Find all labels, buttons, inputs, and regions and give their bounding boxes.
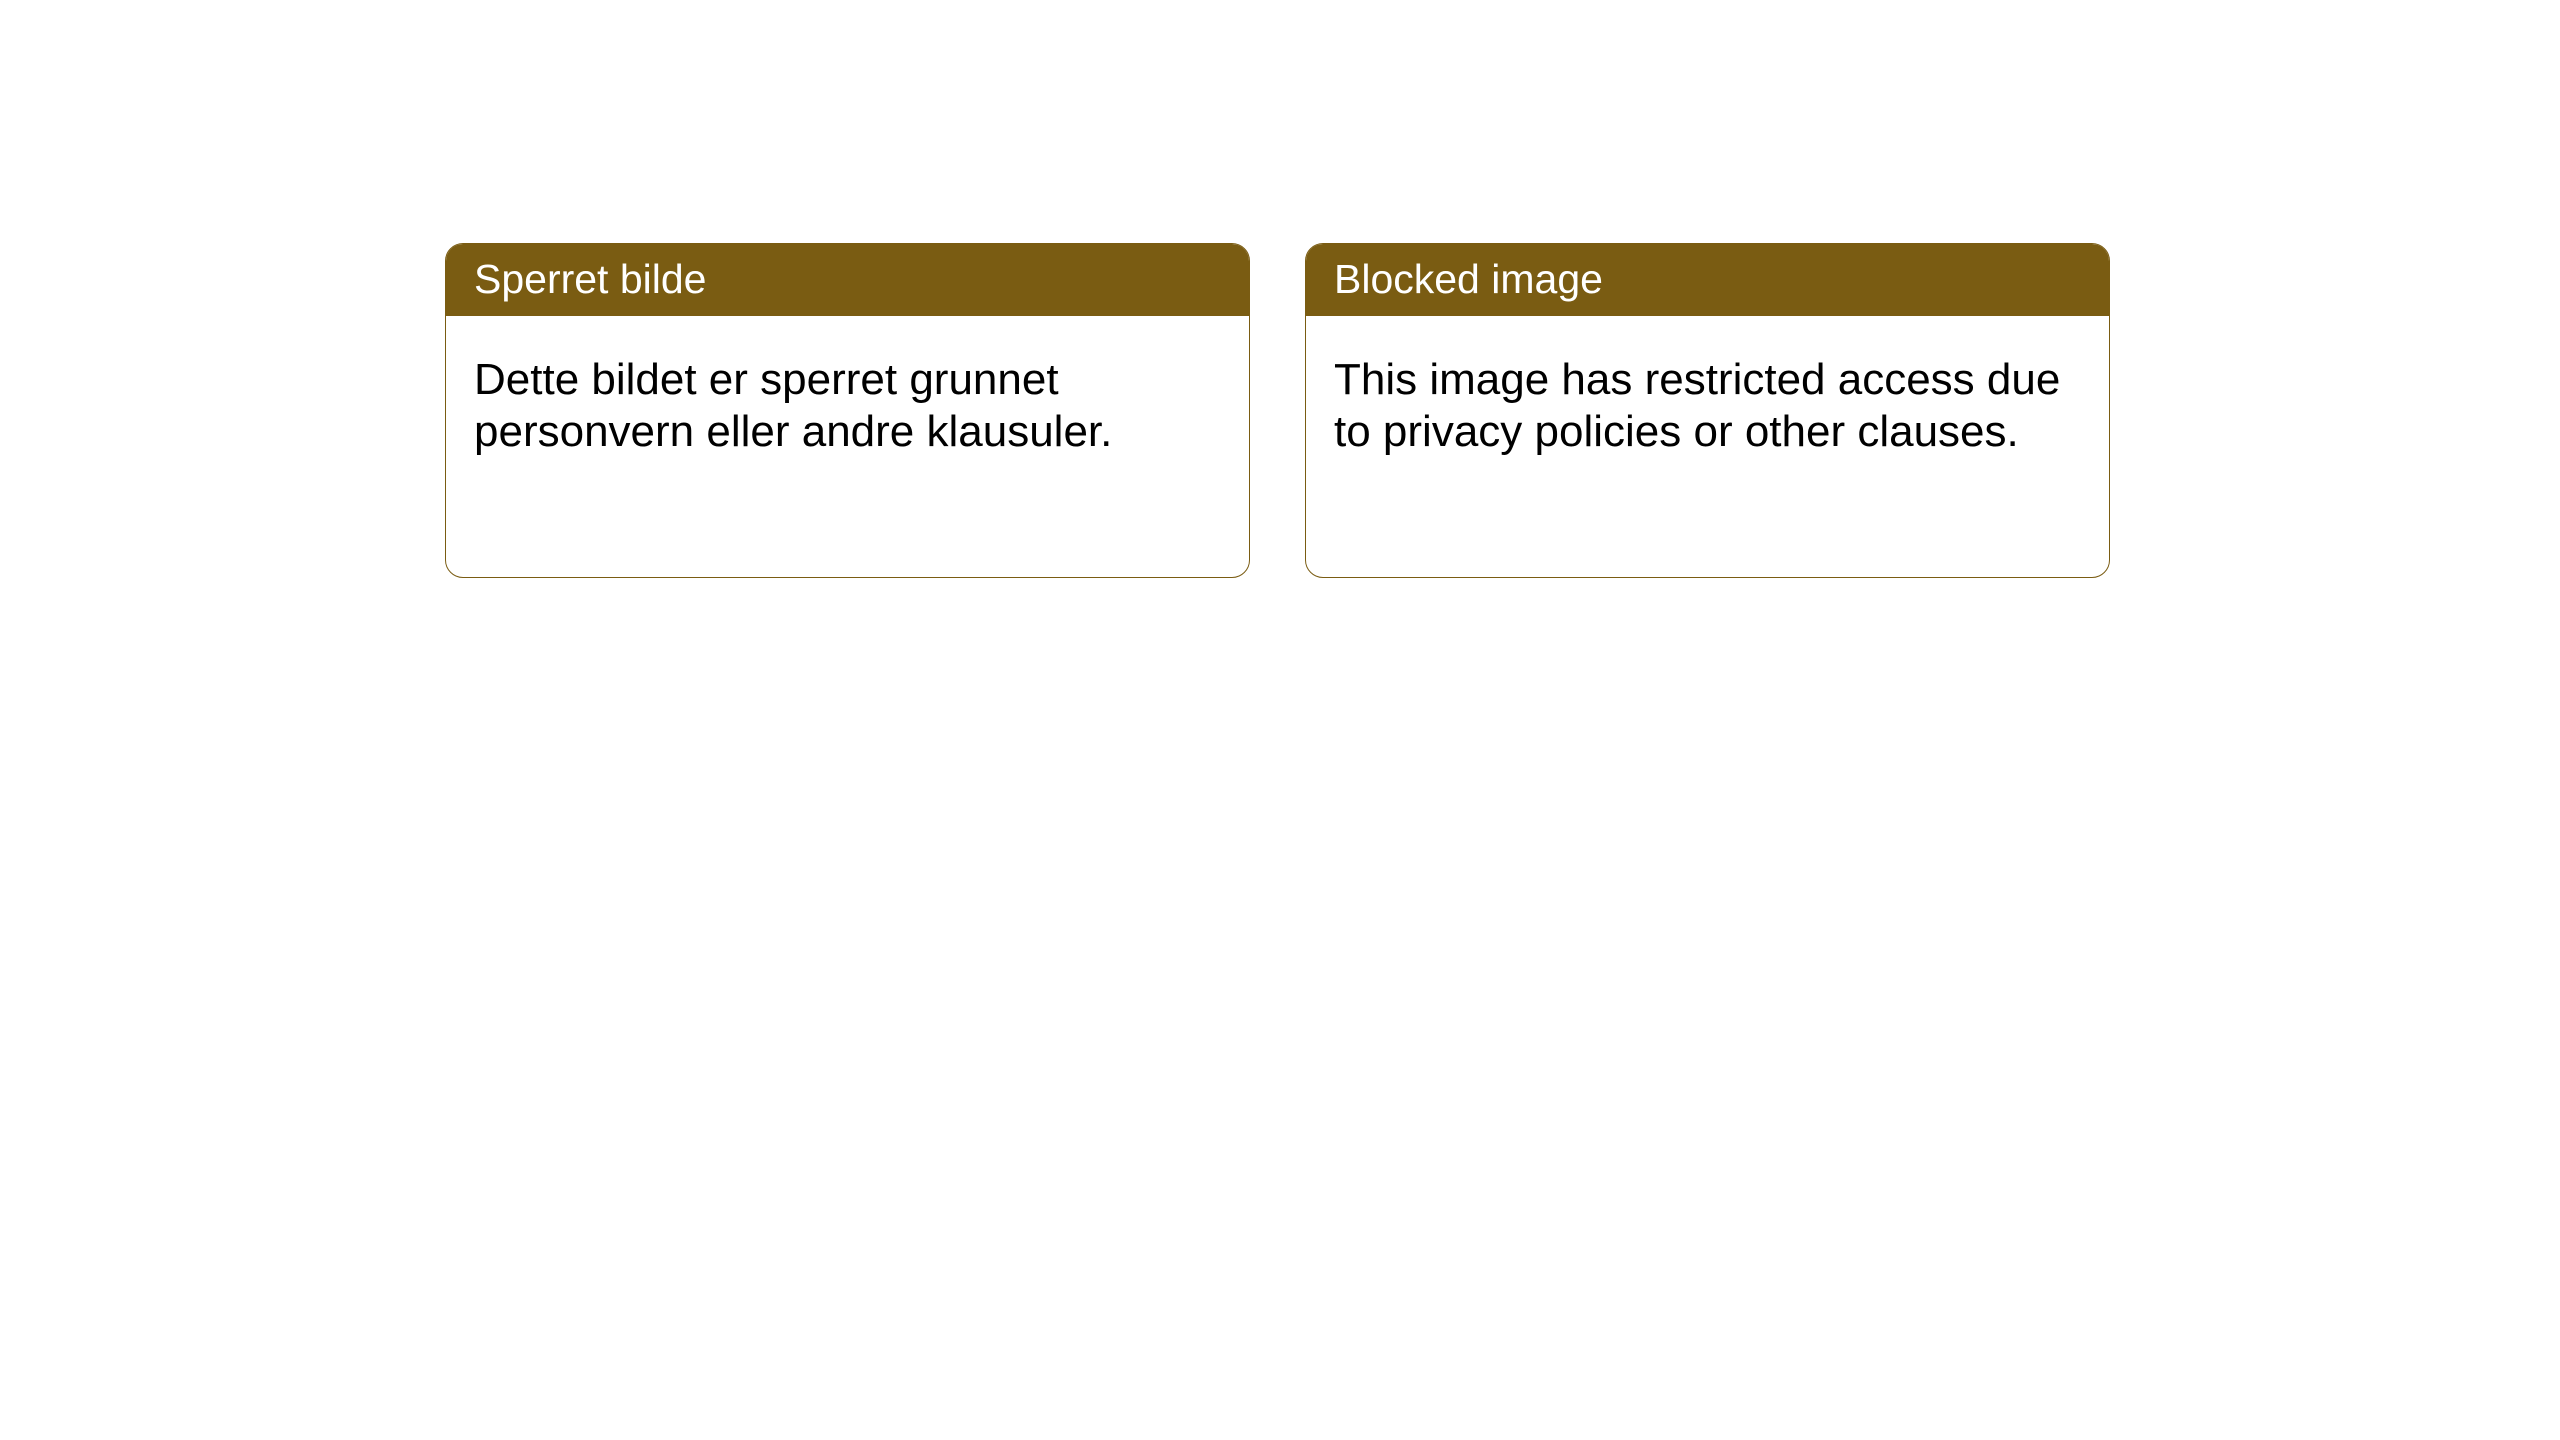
card-header: Blocked image (1306, 244, 2109, 316)
card-title: Sperret bilde (474, 256, 706, 302)
card-body-text: This image has restricted access due to … (1334, 355, 2060, 456)
card-body: This image has restricted access due to … (1306, 316, 2109, 486)
notice-cards-container: Sperret bilde Dette bildet er sperret gr… (445, 243, 2110, 578)
card-body: Dette bildet er sperret grunnet personve… (446, 316, 1249, 486)
notice-card-english: Blocked image This image has restricted … (1305, 243, 2110, 578)
card-title: Blocked image (1334, 256, 1603, 302)
notice-card-norwegian: Sperret bilde Dette bildet er sperret gr… (445, 243, 1250, 578)
card-header: Sperret bilde (446, 244, 1249, 316)
card-body-text: Dette bildet er sperret grunnet personve… (474, 355, 1112, 456)
